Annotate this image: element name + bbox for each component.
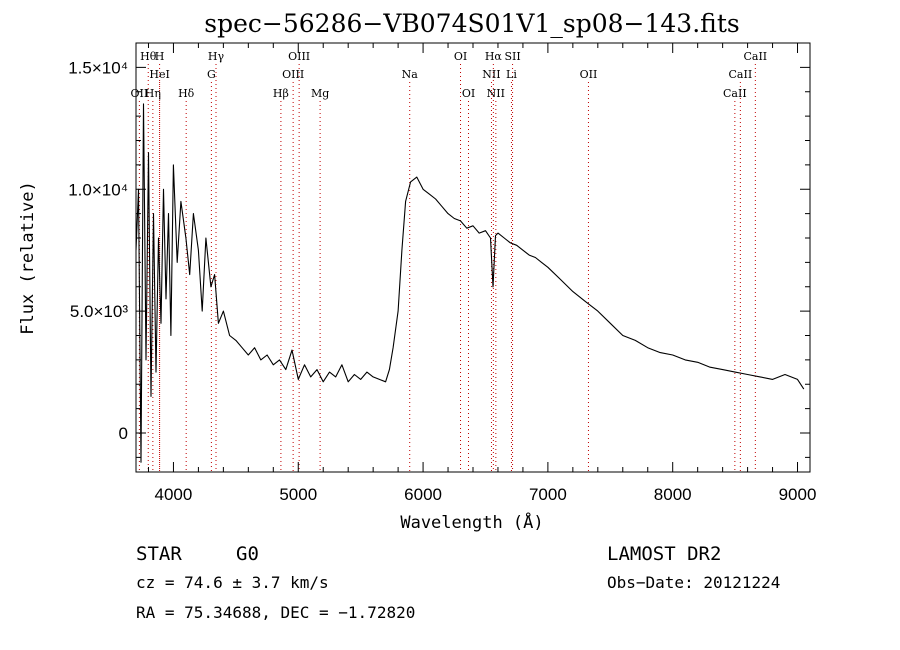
spectral-line-label: Hβ	[273, 87, 289, 100]
spectral-line-label: OIII	[282, 68, 304, 81]
x-tick-label: 4000	[155, 485, 193, 504]
observation-date: Obs−Date: 20121224	[607, 573, 780, 592]
redshift-cz: cz = 74.6 ± 3.7 km/s	[136, 573, 329, 592]
y-axis-label: Flux (relative)	[18, 181, 38, 335]
spectral-line-label: Hα	[485, 50, 503, 63]
spectral-line-label: H	[155, 50, 165, 63]
spectral-line-label: CaII	[729, 68, 753, 81]
spectral-line-label: Hγ	[208, 50, 225, 63]
object-class: STAR	[136, 543, 182, 565]
plot-area	[136, 103, 805, 463]
y-tick-label: 1.5×10⁴	[68, 58, 128, 77]
x-axis-label: Wavelength (Å)	[400, 511, 543, 533]
spectral-line-label: NII	[487, 87, 505, 100]
spectral-line-label: CaII	[723, 87, 747, 100]
object-subclass: G0	[236, 543, 259, 565]
spectral-line-label: OIII	[288, 50, 310, 63]
spectral-line-label: Na	[402, 68, 419, 81]
x-tick-label: 9000	[779, 485, 817, 504]
y-tick-label: 5.0×10³	[70, 302, 128, 321]
spectrum-series-line	[136, 103, 805, 463]
spectral-line-label: OII	[131, 87, 149, 100]
spectral-line-label: Hδ	[178, 87, 195, 100]
spectral-line-label: OI	[462, 87, 475, 100]
sky-coordinates: RA = 75.34688, DEC = −1.72820	[136, 603, 415, 622]
plot-frame	[135, 42, 811, 473]
spectral-line-label: OI	[454, 50, 467, 63]
x-tick-label: 6000	[404, 485, 442, 504]
spectral-line-label: Hθ	[140, 50, 157, 63]
spectral-line-label: Li	[506, 68, 517, 81]
y-axis-ticks: 0 5.0×10³ 1.0×10⁴ 1.5×10⁴	[68, 42, 810, 458]
spectral-line-label: OII	[580, 68, 598, 81]
spectral-line-label: CaII	[743, 50, 767, 63]
x-tick-label: 5000	[279, 485, 317, 504]
spectral-line-label: HeI	[149, 68, 169, 81]
spectral-line-label: Hη	[145, 87, 161, 100]
spectral-line-label: SII	[504, 50, 520, 63]
y-tick-label: 0	[119, 424, 128, 443]
y-tick-label: 1.0×10⁴	[68, 180, 128, 199]
spectral-line-label: NII	[482, 68, 500, 81]
x-tick-label: 8000	[654, 485, 692, 504]
x-axis-ticks: 4000 5000 6000 7000 8000 9000	[147, 43, 817, 504]
survey-name: LAMOST DR2	[607, 543, 721, 565]
chart-title: spec−56286−VB074S01V1_sp08−143.fits	[204, 9, 739, 38]
spectral-line-label: Mg	[311, 87, 329, 100]
x-tick-label: 7000	[529, 485, 567, 504]
spectral-line-label: G	[207, 68, 216, 81]
